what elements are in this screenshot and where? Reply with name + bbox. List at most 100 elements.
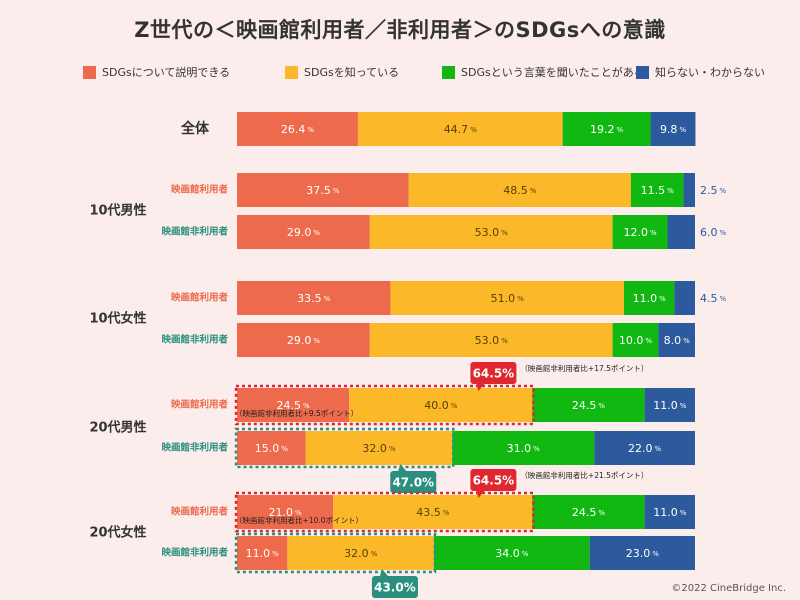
callout-tail — [476, 491, 485, 498]
data-label: 2.5% — [700, 184, 727, 197]
highlight-box — [234, 427, 455, 469]
callout-bubble — [371, 576, 418, 598]
callout-total: 64.5% — [473, 474, 515, 488]
legend: SDGsについて説明できる SDGsを知っている SDGsという言葉を聞いたこと… — [0, 62, 800, 82]
callout-tail — [398, 464, 407, 471]
bar-segment — [630, 173, 684, 207]
data-label: 26.4% — [281, 123, 315, 136]
group-label: 10代男性 — [89, 203, 146, 219]
bar-segment — [390, 281, 625, 315]
bar-segment — [237, 495, 334, 529]
group-label: 全体 — [180, 120, 210, 137]
bar-segment — [562, 112, 651, 146]
highlight-box — [234, 532, 437, 574]
bar-segment — [369, 215, 613, 249]
bar-segment — [237, 388, 350, 422]
bar-segment — [237, 173, 409, 207]
bar-segment — [287, 536, 434, 570]
row-label: 映画館利用者 — [171, 184, 229, 196]
data-label: 44.7% — [444, 123, 478, 136]
data-label: 11.5% — [641, 184, 675, 197]
bar-segment — [594, 431, 695, 465]
chart-title: Z世代の＜映画館利用者／非利用者＞のSDGsへの意識 — [134, 18, 666, 42]
bar-segment — [644, 495, 695, 529]
legend-item-know: SDGsを知っている — [285, 62, 399, 82]
bar-segment — [305, 431, 453, 465]
data-label: 24.5% — [277, 399, 311, 412]
data-label: 9.8% — [660, 123, 687, 136]
data-label: 29.0% — [287, 334, 321, 347]
data-label: 8.0% — [664, 334, 691, 347]
group-label: 20代女性 — [89, 525, 146, 541]
legend-label: SDGsという言葉を聞いたことがある — [461, 66, 645, 79]
data-label: 11.0% — [633, 292, 667, 305]
row-label: 映画館非利用者 — [161, 442, 228, 454]
subtotal-note: （映画館非利用者比+9.5ポイント） — [235, 408, 358, 418]
bar-segment — [612, 215, 668, 249]
group-label: 20代男性 — [89, 420, 146, 436]
bar-segment — [349, 388, 533, 422]
bar-segment — [237, 112, 358, 146]
bar-segment — [408, 173, 631, 207]
data-label: 11.0% — [653, 399, 687, 412]
data-label: 19.2% — [590, 123, 624, 136]
bar-segment — [624, 281, 675, 315]
bar-segment — [658, 323, 695, 357]
bar-segment — [532, 495, 645, 529]
bar-segment — [237, 281, 391, 315]
data-label: 23.0% — [626, 547, 660, 560]
callout-bubble — [390, 471, 437, 493]
data-label: 11.0% — [653, 506, 687, 519]
bar-segment — [532, 388, 645, 422]
data-label: 15.0% — [255, 442, 289, 455]
bar-segment — [650, 112, 696, 146]
bar-segment — [452, 431, 595, 465]
callout-bubble — [470, 469, 517, 491]
legend-label: SDGsについて説明できる — [102, 66, 231, 79]
data-label: 32.0% — [344, 547, 378, 560]
data-label: 11.0% — [246, 547, 280, 560]
data-label: 53.0% — [475, 226, 509, 239]
row-label: 映画館利用者 — [171, 506, 229, 518]
data-label: 24.5% — [572, 399, 606, 412]
data-label: 43.5% — [416, 506, 450, 519]
data-label: 51.0% — [491, 292, 524, 305]
bar-segment — [667, 215, 695, 249]
copyright: ©2022 CineBridge Inc. — [671, 583, 786, 594]
bar-segment — [433, 536, 590, 570]
legend-swatch — [285, 65, 298, 79]
data-label: 22.0% — [628, 442, 662, 455]
legend-swatch — [636, 65, 649, 79]
bar-segment — [333, 495, 533, 529]
row-label: 映画館非利用者 — [161, 226, 228, 238]
legend-label: SDGsを知っている — [304, 66, 400, 79]
callout-total: 47.0% — [392, 476, 434, 490]
callout-tail — [476, 384, 485, 391]
bar-segment — [644, 388, 695, 422]
data-label: 4.5% — [700, 292, 727, 305]
data-label: 34.0% — [495, 547, 529, 560]
legend-item-heard: SDGsという言葉を聞いたことがある — [442, 62, 645, 82]
bar-segment — [589, 536, 695, 570]
data-label: 53.0% — [475, 334, 509, 347]
callout-tail — [379, 569, 388, 576]
row-label: 映画館利用者 — [171, 292, 229, 304]
callout-note: （映画館非利用者比+21.5ポイント） — [520, 470, 648, 480]
callout-bubble — [470, 362, 517, 384]
row-label: 映画館非利用者 — [161, 334, 228, 346]
callout-total: 64.5% — [473, 367, 515, 381]
legend-swatch — [83, 65, 96, 79]
data-label: 31.0% — [507, 442, 541, 455]
group-label: 10代女性 — [89, 311, 146, 327]
data-label: 40.0% — [424, 399, 458, 412]
bar-segment — [674, 281, 695, 315]
bar-segment — [237, 323, 370, 357]
row-label: 映画館利用者 — [171, 399, 229, 411]
data-label: 48.5% — [503, 184, 537, 197]
legend-item-unknown: 知らない・わからない — [636, 62, 765, 82]
callout-total: 43.0% — [374, 581, 416, 595]
bar-segment — [369, 323, 613, 357]
callout-note: （映画館非利用者比+17.5ポイント） — [520, 363, 648, 373]
data-label: 6.0% — [700, 226, 727, 239]
